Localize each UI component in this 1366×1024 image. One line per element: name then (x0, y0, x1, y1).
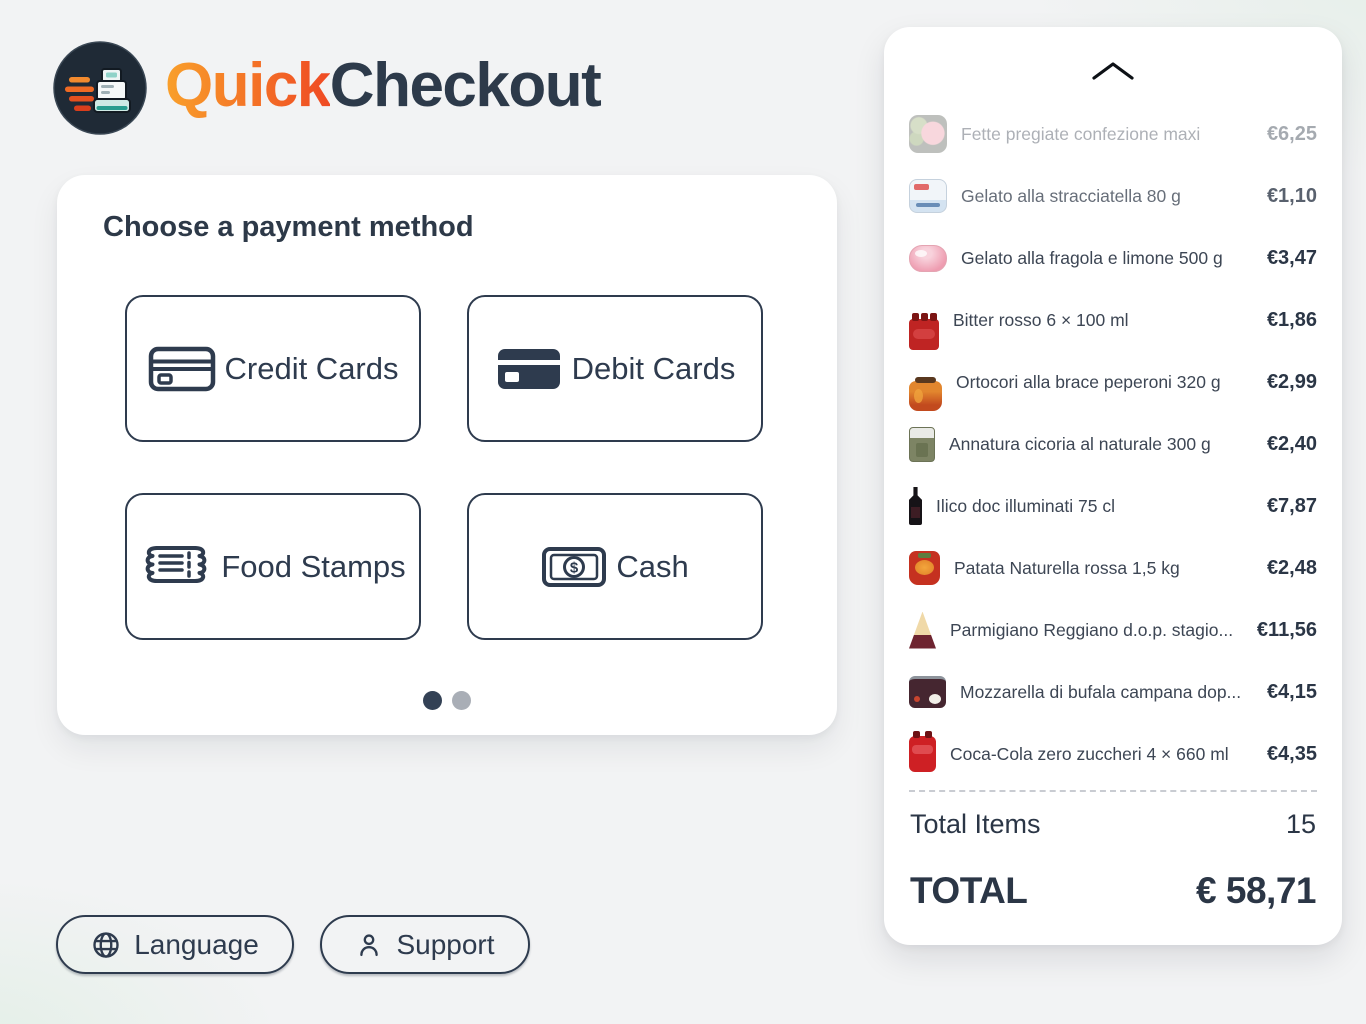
cash-register-logo-icon (53, 41, 147, 135)
cash-banknote-icon: $ (542, 546, 607, 587)
product-thumbnail (909, 551, 940, 585)
app-title-primary: Quick (165, 51, 331, 120)
cart-item-name: Fette pregiate confezione maxi (961, 123, 1201, 144)
cart-item-name: Ortocori alla brace peperoni 320 g (956, 371, 1221, 392)
total-items-value: 15 (1285, 809, 1316, 839)
total-items-label: Total Items (910, 809, 1041, 839)
person-icon (360, 933, 379, 956)
cart-item-name: Ilico doc illuminati 75 cl (936, 495, 1115, 516)
product-thumbnail (909, 676, 946, 708)
cart-item-name: Annatura cicoria al naturale 300 g (949, 433, 1211, 454)
carousel-dots (57, 691, 837, 710)
payment-method-card: Choose a payment method Credit Cards Deb… (57, 175, 837, 735)
app-title: QuickCheckout (165, 50, 602, 121)
cart-item-name: Parmigiano Reggiano d.o.p. stagio... (950, 619, 1234, 640)
total-items-row: Total Items 15 (909, 792, 1317, 840)
cart-item-list: Fette pregiate confezione maxi €6,25 Gel… (909, 103, 1317, 785)
cart-item-row[interactable]: Gelato alla fragola e limone 500 g €3,47 (909, 227, 1317, 289)
cart-scroll-up-button[interactable] (909, 27, 1317, 103)
cart-item-row[interactable]: Gelato alla stracciatella 80 g €1,10 (909, 165, 1317, 227)
cart-item-row[interactable]: Bitter rosso 6 × 100 ml €1,86 (909, 289, 1317, 351)
chevron-up-icon (1092, 62, 1134, 80)
product-thumbnail (909, 115, 947, 153)
payment-heading: Choose a payment method (103, 211, 474, 243)
cart-item-price: €3,47 (1266, 246, 1317, 269)
language-label: Language (134, 928, 259, 960)
language-button[interactable]: Language (56, 915, 294, 974)
credit-cards-label: Credit Cards (224, 350, 399, 386)
cart-item-row[interactable]: Coca-Cola zero zuccheri 4 × 660 ml €4,35 (909, 723, 1317, 785)
app-title-secondary: Checkout (329, 51, 602, 120)
support-button[interactable]: Support (320, 915, 530, 974)
cash-label: Cash (616, 548, 689, 584)
cart-item-name: Patata Naturella rossa 1,5 kg (954, 557, 1180, 578)
grand-total-row: TOTAL € 58,71 (909, 840, 1317, 912)
food-stamps-label: Food Stamps (221, 548, 406, 584)
cart-item-price: €1,10 (1266, 184, 1317, 207)
credit-card-outline-icon (148, 346, 215, 391)
debit-cards-button[interactable]: Debit Cards (467, 295, 763, 442)
cash-button[interactable]: $ Cash (467, 493, 763, 640)
product-thumbnail (909, 179, 947, 213)
product-thumbnail (909, 731, 936, 772)
grand-total-value: € 58,71 (1196, 870, 1316, 911)
product-thumbnail (909, 244, 947, 272)
svg-text:$: $ (570, 559, 579, 576)
cart-item-name: Gelato alla fragola e limone 500 g (961, 247, 1223, 268)
cart-item-price: €2,99 (1266, 370, 1317, 393)
support-label: Support (396, 928, 495, 960)
cart-item-name: Mozzarella di bufala campana dop... (960, 681, 1242, 702)
debit-cards-label: Debit Cards (571, 350, 736, 386)
product-thumbnail (909, 487, 922, 525)
cart-item-price: €4,15 (1266, 680, 1317, 703)
credit-cards-button[interactable]: Credit Cards (125, 295, 421, 442)
food-stamps-button[interactable]: Food Stamps (125, 493, 421, 640)
app-logo (52, 40, 148, 136)
cart-item-price: €4,35 (1266, 742, 1317, 765)
cart-item-name: Coca-Cola zero zuccheri 4 × 660 ml (950, 743, 1229, 764)
cart-item-row[interactable]: Ilico doc illuminati 75 cl €7,87 (909, 475, 1317, 537)
product-thumbnail (909, 313, 939, 350)
cart-item-row[interactable]: Mozzarella di bufala campana dop... €4,1… (909, 661, 1317, 723)
carousel-dot-1[interactable] (423, 691, 442, 710)
cart-panel: Fette pregiate confezione maxi €6,25 Gel… (884, 27, 1342, 945)
product-thumbnail (909, 377, 942, 411)
cart-item-price: €6,25 (1266, 122, 1317, 145)
product-thumbnail (909, 611, 936, 649)
product-thumbnail (909, 426, 935, 462)
cart-item-price: €2,48 (1266, 556, 1317, 579)
globe-icon (93, 931, 119, 958)
cart-item-price: €2,40 (1266, 432, 1317, 455)
credit-card-filled-icon (497, 348, 560, 389)
cart-item-row[interactable]: Fette pregiate confezione maxi €6,25 (909, 103, 1317, 165)
cart-item-row[interactable]: Patata Naturella rossa 1,5 kg €2,48 (909, 537, 1317, 599)
cart-item-price: €7,87 (1266, 494, 1317, 517)
food-stamps-ticket-icon (145, 545, 207, 583)
totals-divider (909, 790, 1317, 792)
cart-item-price: €1,86 (1266, 308, 1317, 331)
payment-method-grid: Credit Cards Debit Cards Food Stamps (125, 295, 763, 640)
cart-item-name: Bitter rosso 6 × 100 ml (953, 309, 1129, 330)
cart-item-name: Gelato alla stracciatella 80 g (961, 185, 1181, 206)
cart-item-price: €11,56 (1256, 618, 1317, 641)
cart-item-row[interactable]: Ortocori alla brace peperoni 320 g €2,99 (909, 351, 1317, 413)
grand-total-label: TOTAL (910, 870, 1028, 911)
carousel-dot-2[interactable] (452, 691, 471, 710)
cart-item-row[interactable]: Parmigiano Reggiano d.o.p. stagio... €11… (909, 599, 1317, 661)
cart-item-row[interactable]: Annatura cicoria al naturale 300 g €2,40 (909, 413, 1317, 475)
